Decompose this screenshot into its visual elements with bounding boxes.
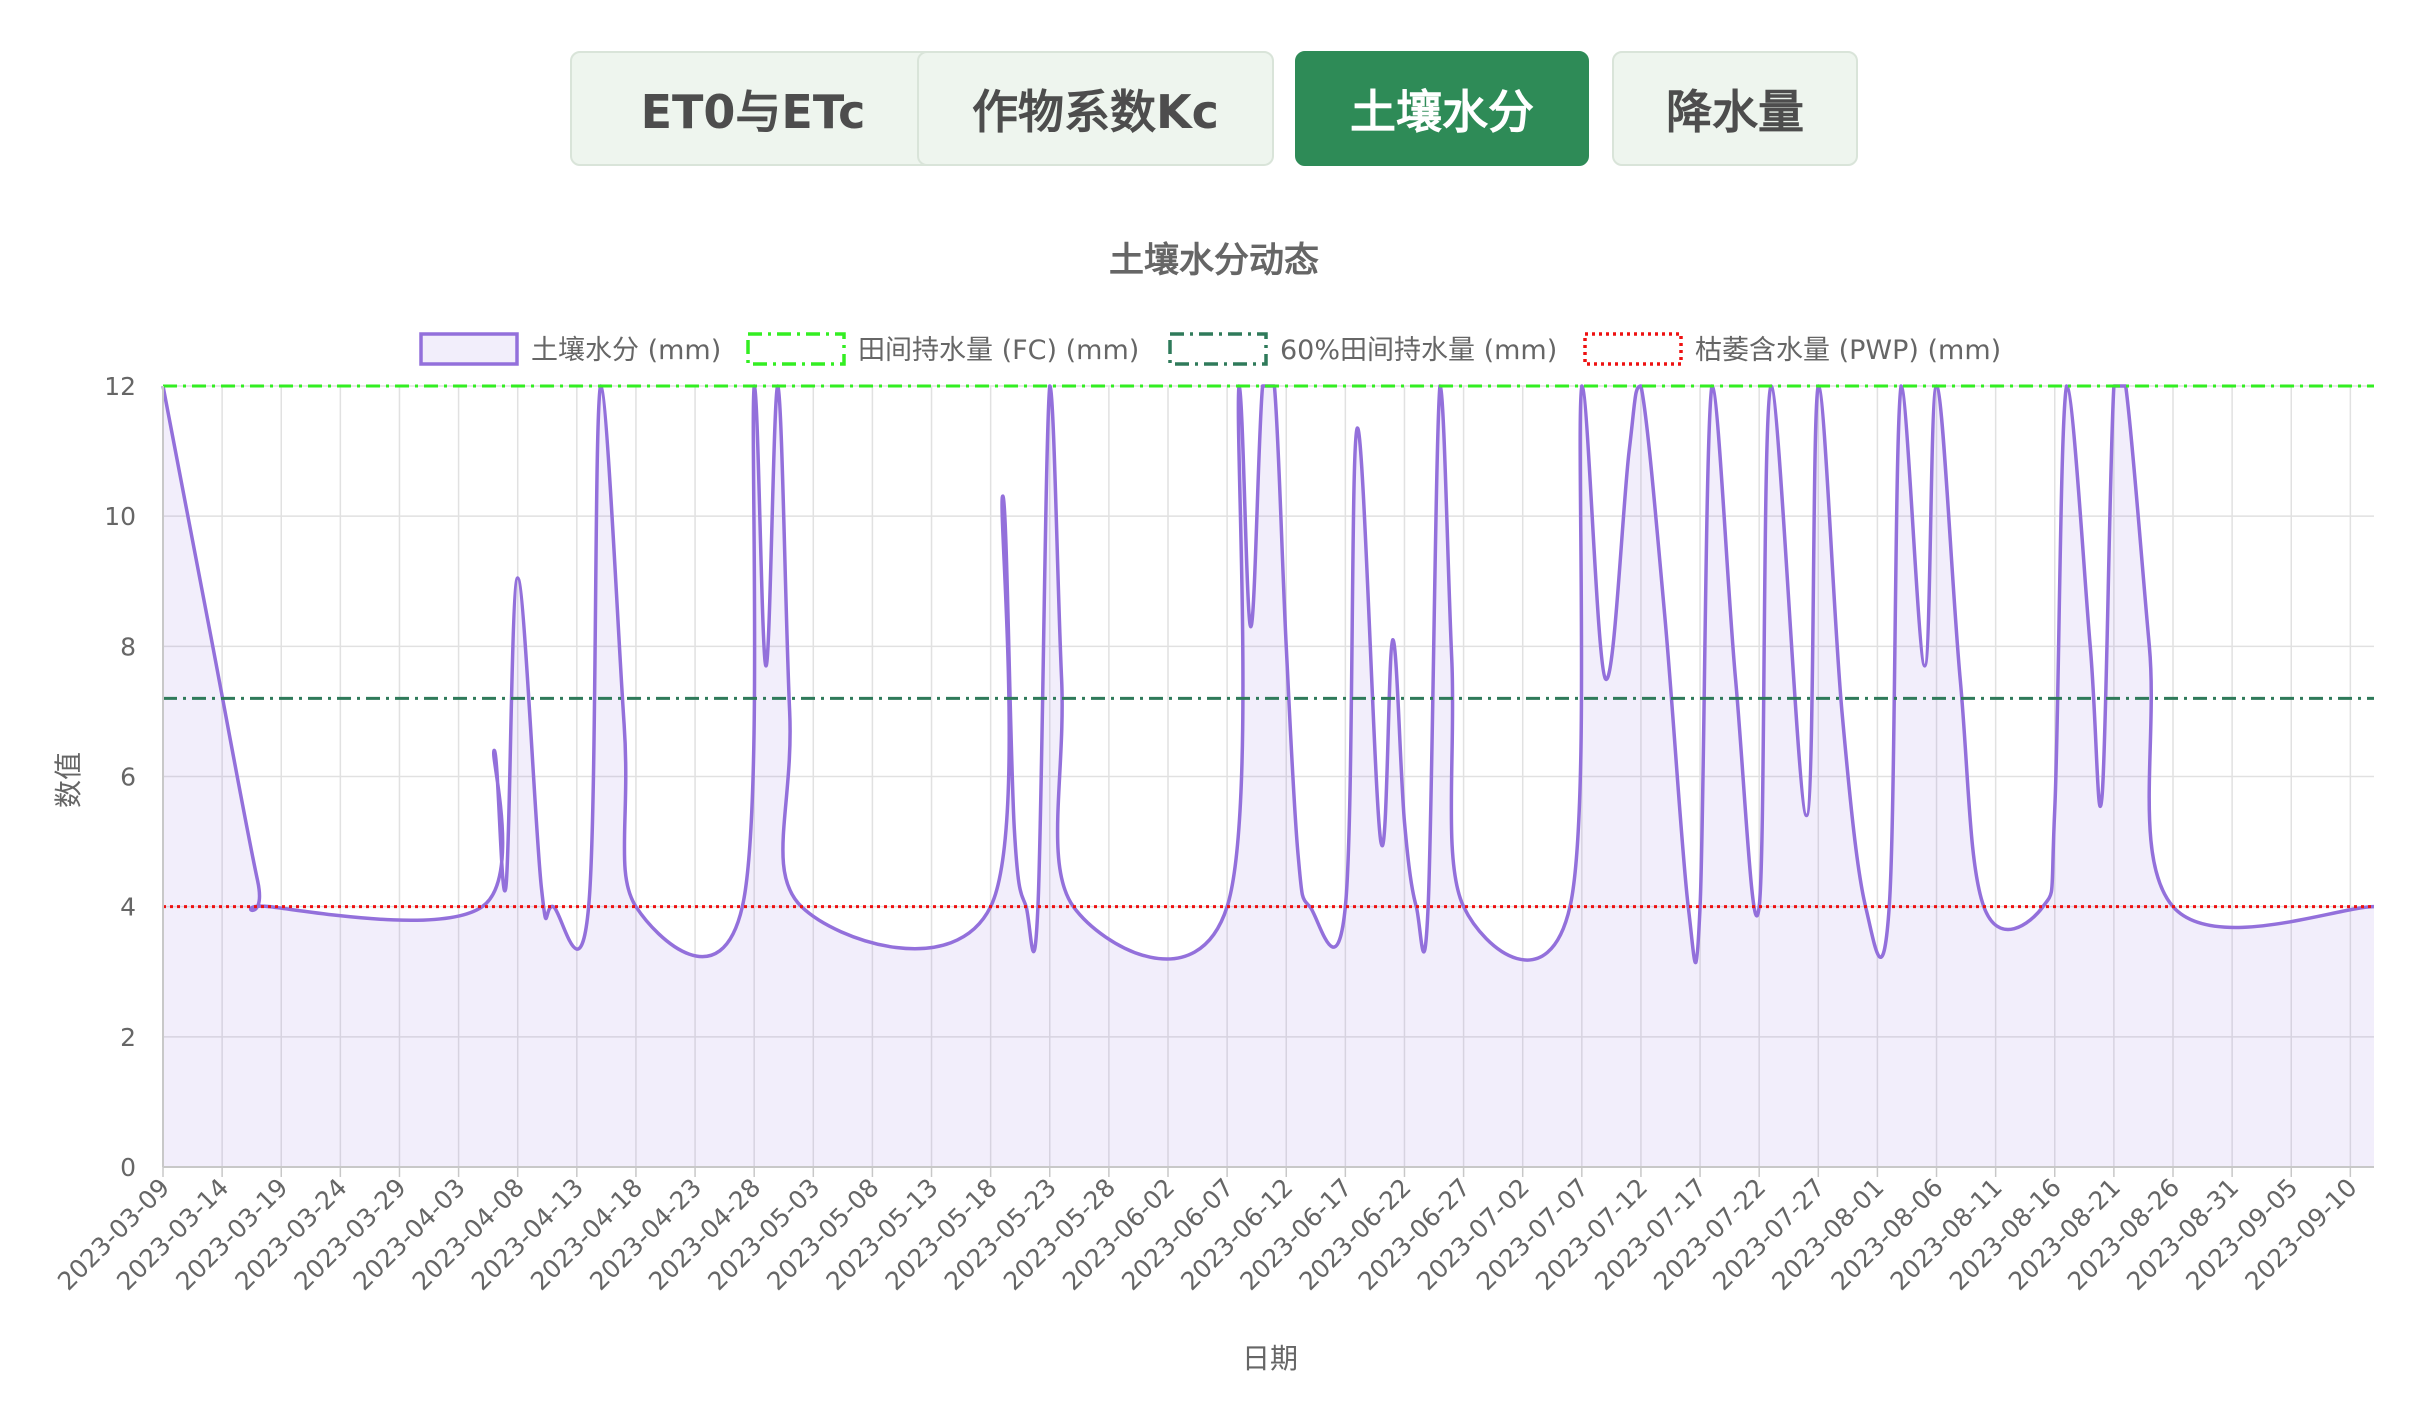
legend-swatch[interactable] [419, 332, 519, 366]
legend: 土壤水分 (mm) 田间持水量 (FC) (mm) 60%田间持水量 (mm) 枯萎含… [419, 332, 2001, 366]
x-axis-title: 日期 [1242, 1342, 1298, 1375]
y-tick-label: 2 [120, 1023, 136, 1052]
legend-swatch[interactable] [746, 332, 846, 366]
legend-label[interactable]: 田间持水量 (FC) (mm) [858, 335, 1139, 366]
legend-label[interactable]: 枯萎含水量 (PWP) (mm) [1695, 335, 2001, 366]
tab-kc[interactable]: 作物系数Kc [917, 51, 1274, 166]
y-tick-label: 4 [120, 893, 136, 922]
area-fill [163, 386, 2374, 1167]
y-axis-title: 数值 [52, 752, 85, 808]
legend-swatch[interactable] [1168, 332, 1268, 366]
y-tick-label: 8 [120, 632, 136, 661]
tab-precipitation[interactable]: 降水量 [1612, 51, 1858, 166]
y-tick-label: 12 [104, 372, 136, 401]
soil-moisture-area [163, 386, 2374, 1167]
chart-tabs: ET0与ETc 作物系数Kc 土壤水分 降水量 [0, 0, 2409, 200]
legend-label[interactable]: 土壤水分 (mm) [531, 335, 721, 366]
legend-label[interactable]: 60%田间持水量 (mm) [1280, 335, 1557, 366]
series-lines [161, 384, 2375, 965]
y-tick-label: 10 [104, 502, 136, 531]
y-tick-label: 6 [120, 763, 136, 792]
legend-swatch[interactable] [1583, 332, 1683, 366]
tab-et0-etc[interactable]: ET0与ETc [570, 51, 936, 166]
chart-title: 土壤水分动态 [1109, 240, 1319, 281]
tab-soil-moisture[interactable]: 土壤水分 [1295, 51, 1589, 166]
soil-moisture-line [161, 384, 2375, 965]
y-tick-label: 0 [120, 1153, 136, 1182]
